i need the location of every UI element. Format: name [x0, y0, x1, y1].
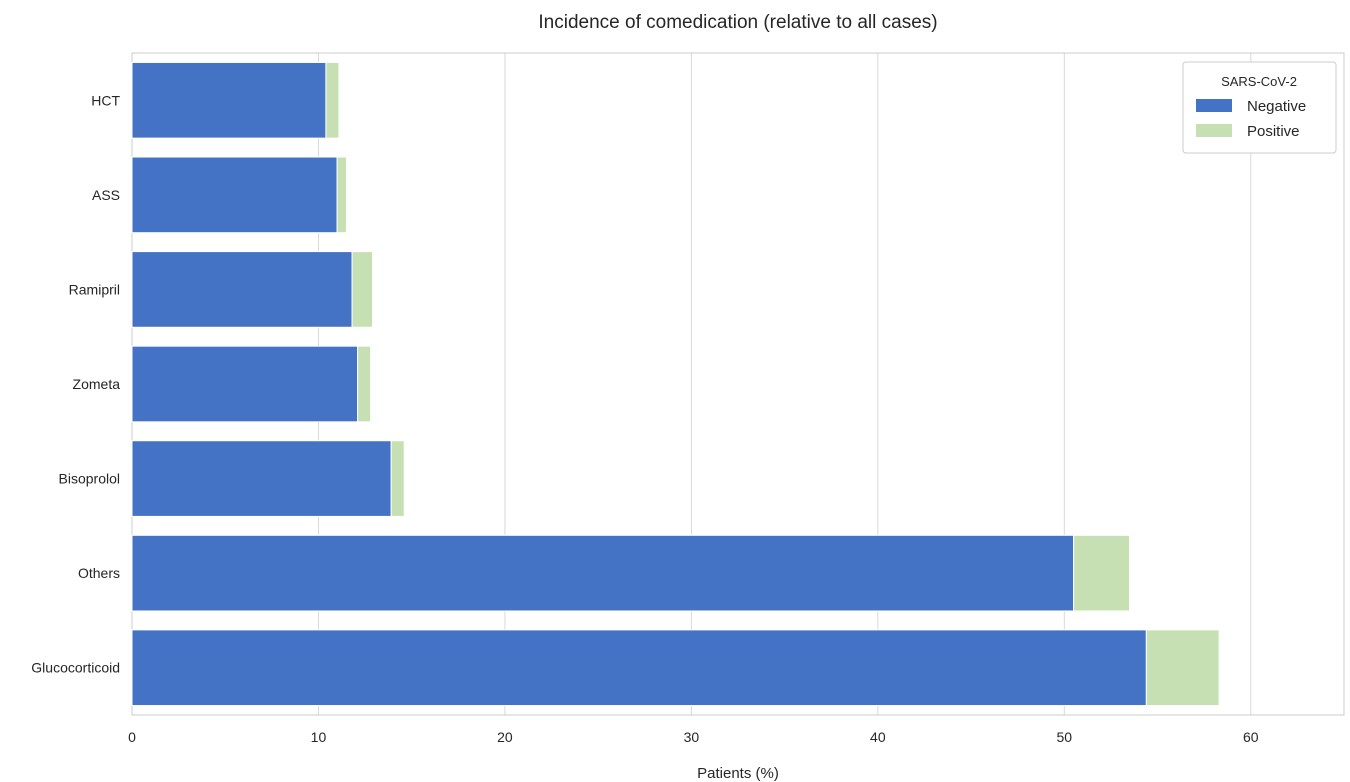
x-tick-label: 0 — [128, 729, 136, 745]
bar-positive-ramipril — [351, 251, 374, 328]
bar-negative-ramipril — [131, 251, 353, 328]
legend-label-positive: Positive — [1247, 123, 1300, 140]
x-tick-labels: 0 10 20 30 40 50 60 — [128, 729, 1259, 745]
legend: SARS-CoV-2 Negative Positive — [1182, 61, 1337, 154]
x-tick-label: 60 — [1243, 729, 1259, 745]
x-tick-label: 30 — [684, 729, 700, 745]
x-axis-title: Patients (%) — [697, 765, 779, 782]
x-tick-label: 50 — [1057, 729, 1073, 745]
bar-negative-others — [131, 534, 1075, 612]
bar-positive-bisoprolol — [390, 440, 405, 517]
category-label: HCT — [91, 92, 120, 108]
category-labels: HCT ASS Ramipril Zometa Bisoprolol Others Gluc… — [31, 92, 120, 675]
legend-label-negative: Negative — [1247, 98, 1306, 115]
legend-swatch-negative — [1196, 99, 1232, 112]
bar-positive-zometa — [357, 345, 372, 423]
category-label: ASS — [92, 187, 120, 203]
legend-swatch-positive — [1196, 124, 1232, 137]
category-label: Others — [78, 565, 120, 581]
bar-positive-others — [1073, 534, 1131, 612]
bar-negative-hct — [131, 61, 327, 139]
chart-title: Incidence of comedication (relative to a… — [538, 12, 937, 33]
bar-negative-glucocorticoid — [131, 629, 1147, 707]
bar-negative-ass — [131, 156, 338, 234]
category-label: Glucocorticoid — [31, 660, 120, 676]
category-label: Bisoprolol — [59, 471, 120, 487]
bar-positive-glucocorticoid — [1145, 629, 1220, 707]
category-label: Zometa — [73, 376, 121, 392]
x-tick-label: 10 — [311, 729, 327, 745]
x-tick-label: 20 — [497, 729, 513, 745]
bar-negative-zometa — [131, 345, 359, 423]
bar-positive-hct — [325, 61, 340, 139]
bars — [131, 61, 1220, 707]
legend-title: SARS-CoV-2 — [1221, 74, 1297, 89]
x-tick-label: 40 — [870, 729, 886, 745]
bar-positive-ass — [336, 156, 347, 234]
category-label: Ramipril — [69, 281, 120, 297]
bar-negative-bisoprolol — [131, 440, 392, 517]
